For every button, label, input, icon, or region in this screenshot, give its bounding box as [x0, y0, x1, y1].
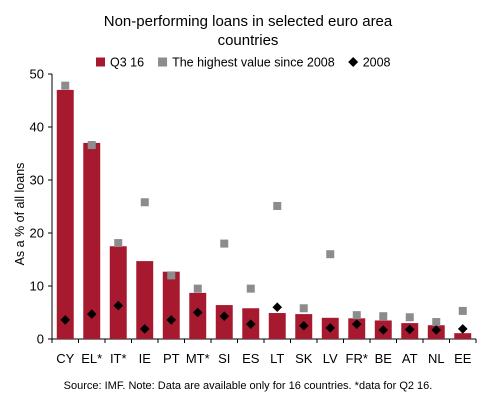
bar-EE: [454, 333, 472, 339]
highest-marker-IE: [140, 198, 149, 207]
x-tick-label: PT: [163, 351, 180, 366]
highest-marker-IT*: [114, 239, 123, 248]
marker-2008-BE: [378, 325, 389, 335]
bar-PT: [162, 271, 180, 339]
highest-marker-FR*: [352, 311, 361, 320]
highest-marker-LV: [326, 250, 335, 259]
marker-2008-PT: [166, 315, 177, 325]
y-tick-label: 50: [30, 67, 44, 82]
marker-2008-IT*: [113, 300, 124, 311]
highest-marker-ES: [246, 284, 255, 293]
legend-item: The highest value since 2008: [158, 56, 335, 70]
legend-swatch: [158, 57, 168, 67]
x-tick-label: NL: [428, 351, 445, 366]
bar-IT*: [109, 246, 127, 339]
legend-label: 2008: [363, 56, 391, 70]
legend-swatch: [96, 57, 105, 67]
legend-item: Q3 16: [96, 56, 144, 70]
marker-2008-SI: [219, 311, 230, 322]
bar-IE: [136, 261, 154, 339]
chart-title-line-1: Non-performing loans in selected euro ar…: [104, 13, 393, 30]
marker-2008-MT*: [192, 307, 203, 318]
x-tick-labels: CY EL* IT* IE PT MT* SI ES LT SK LV FR* BE AT NL EE: [56, 351, 472, 366]
marker-2008-CY: [60, 315, 71, 325]
highest-marker-PT: [167, 271, 176, 280]
marker-2008-LT: [272, 302, 283, 312]
marker-2008-AT: [404, 324, 415, 335]
x-tick-label: AT: [402, 351, 418, 366]
bar-SI: [215, 305, 233, 339]
x-tick-label: LT: [270, 351, 284, 366]
x-tick-label: IE: [139, 351, 152, 366]
y-tick-label: 40: [30, 120, 44, 135]
value-2008-series: [60, 300, 468, 335]
x-tick-label: BE: [375, 351, 393, 366]
x-tick-label: SK: [295, 351, 313, 366]
marker-2008-LV: [325, 323, 336, 333]
bar-EL*: [83, 142, 101, 339]
y-tick-label: 0: [37, 332, 44, 347]
legend-swatch: [348, 57, 359, 67]
y-tick-label: 20: [30, 226, 44, 241]
marker-2008-EL*: [86, 309, 97, 319]
x-tick-label: ES: [242, 351, 260, 366]
x-tick-label: SI: [218, 351, 230, 366]
highest-marker-CY: [61, 81, 70, 90]
highest-marker-BE: [379, 312, 388, 321]
marker-2008-EE: [457, 324, 468, 334]
marker-2008-FR*: [351, 319, 362, 329]
x-tick-label: IT*: [110, 351, 127, 366]
y-tick-label: 10: [30, 279, 44, 294]
marker-2008-SK: [298, 320, 309, 331]
chart-title-line-2: countries: [218, 32, 279, 49]
marker-2008-ES: [245, 319, 256, 329]
legend-item: 2008: [348, 56, 391, 70]
x-tick-label: EL*: [81, 351, 102, 366]
x-tick-label: MT*: [186, 351, 210, 366]
x-tick-label: CY: [56, 351, 74, 366]
bar-LT: [268, 313, 286, 339]
highest-marker-SI: [220, 239, 229, 248]
highest-marker-SK: [299, 304, 308, 313]
legend-label: Q3 16: [110, 56, 144, 70]
highest-marker-LT: [273, 201, 282, 210]
highest-marker-NL: [432, 318, 441, 327]
x-tick-label: LV: [323, 351, 338, 366]
highest-marker-AT: [405, 313, 414, 322]
highest-marker-EL*: [87, 141, 96, 150]
y-tick-label: 30: [30, 173, 44, 188]
highest-marker-EE: [458, 306, 467, 315]
source-note: Source: IMF. Note: Data are available on…: [64, 380, 433, 392]
chart-legend: Q3 16 The highest value since 2008 2008: [96, 56, 391, 70]
marker-2008-NL: [431, 325, 442, 335]
legend-label: The highest value since 2008: [172, 56, 335, 70]
x-tick-label: EE: [454, 351, 472, 366]
bar-CY: [56, 89, 74, 340]
y-axis-label: As a % of all loans: [13, 163, 27, 266]
highest-value-series: [61, 81, 467, 327]
x-tick-label: FR*: [346, 351, 368, 366]
highest-marker-MT*: [193, 284, 202, 293]
marker-2008-IE: [139, 324, 150, 334]
